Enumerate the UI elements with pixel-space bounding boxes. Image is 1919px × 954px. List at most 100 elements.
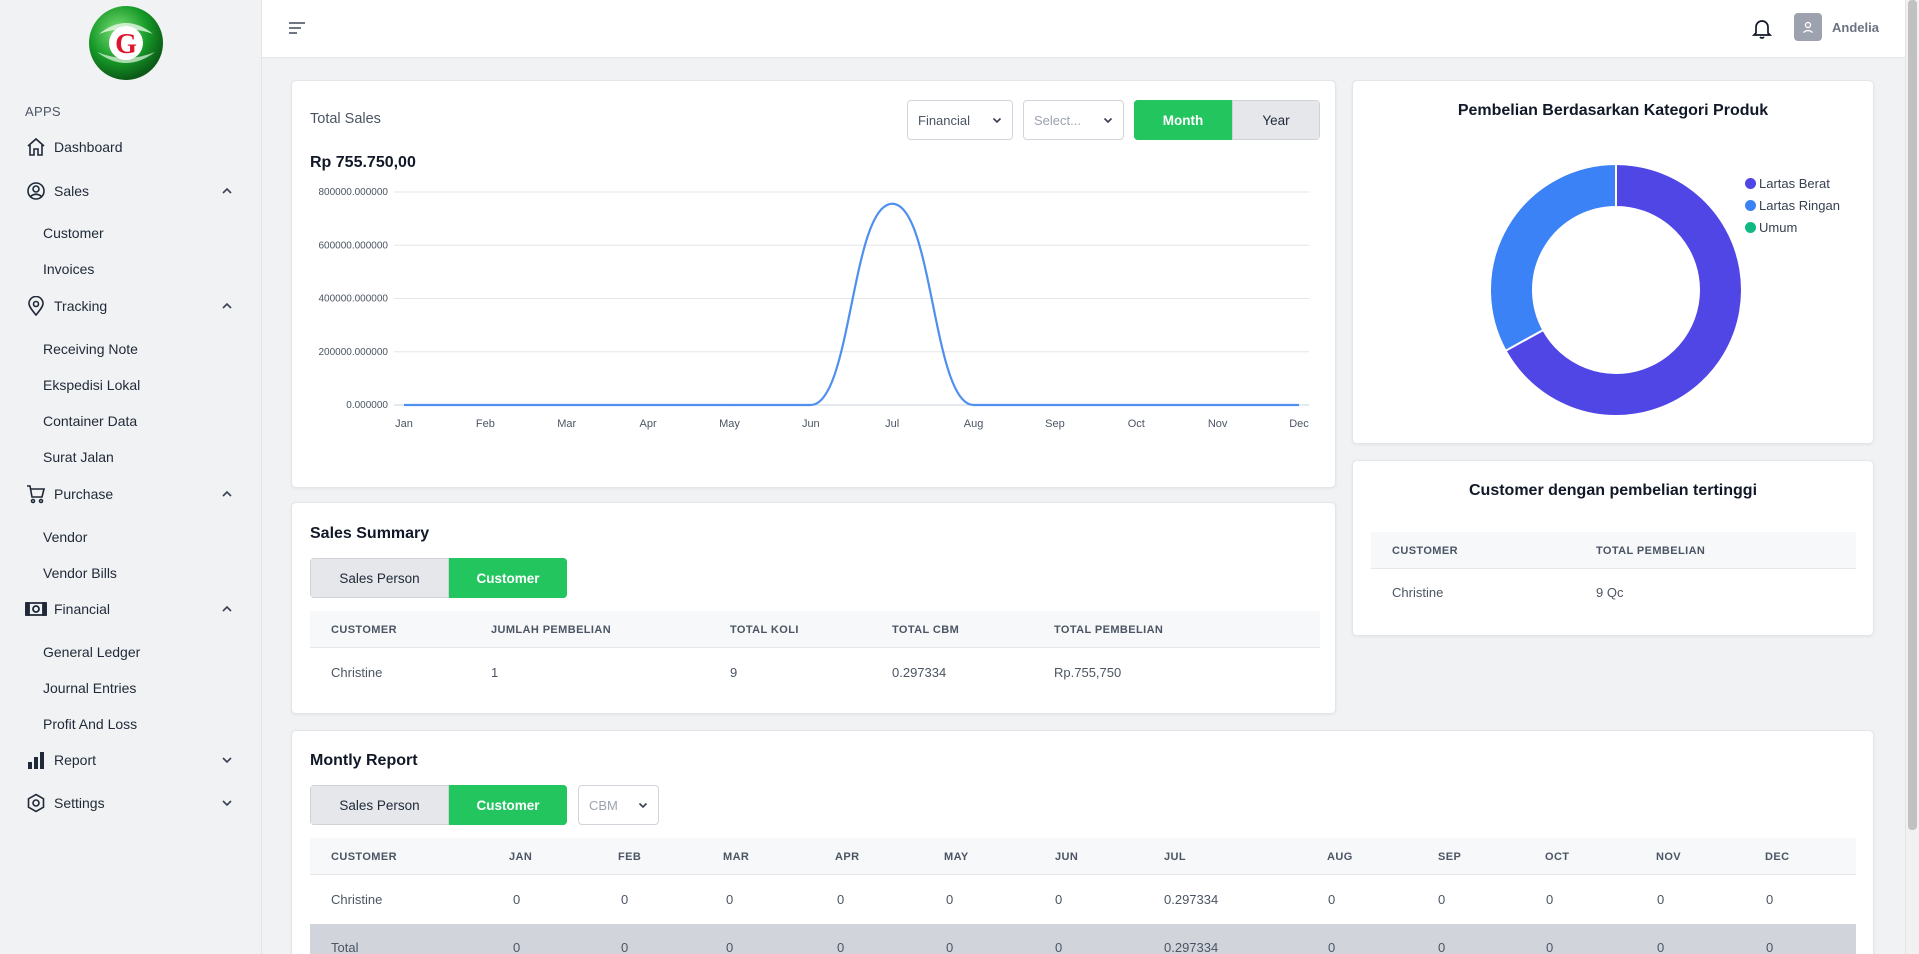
sidebar-item-financial[interactable]: Financial [0,591,262,627]
column-header: OCT [1545,851,1570,863]
sidebar-subitem-vendor[interactable]: Vendor [43,529,88,545]
table-cell: 9 Qc [1596,585,1624,600]
column-header: TOTAL KOLI [730,624,799,636]
sidebar-item-tracking[interactable]: Tracking [0,288,262,324]
filter-select-placeholder: Select... [1034,112,1081,128]
pie-slice-lartas-berat[interactable] [1504,162,1743,417]
total-row: Total 0 0 0 0 0 0 0.297334 0 0 0 0 0 [310,924,1856,954]
legend-item-umum[interactable]: Umum [1745,220,1797,235]
sidebar: G APPS Dashboard Sales Customer Invoices… [0,0,262,954]
sidebar-item-label: Dashboard [54,139,123,155]
legend-item-lartas-ringan[interactable]: Lartas Ringan [1745,198,1840,213]
table-cell: Christine [331,892,383,907]
column-header: SEP [1438,851,1462,863]
table-cell: 0 [1328,940,1336,954]
sidebar-item-dashboard[interactable]: Dashboard [0,129,262,165]
avatar[interactable] [1794,13,1822,41]
svg-text:G: G [115,29,137,60]
table-cell: 0 [621,940,629,954]
legend-item-lartas-berat[interactable]: Lartas Berat [1745,176,1830,191]
table-cell: 0 [726,940,734,954]
metric-select[interactable]: CBM [578,785,659,825]
column-header: CUSTOMER [331,624,397,636]
top-customer-title: Customer dengan pembelian tertinggi [1468,482,1758,499]
total-sales-amount: Rp 755.750,00 [310,154,416,171]
column-header: AUG [1327,851,1353,863]
bar-chart-icon [25,749,47,771]
table-cell: 0 [946,892,954,907]
user-name[interactable]: Andelia [1832,20,1879,35]
chevron-up-icon [222,605,232,612]
sidebar-subitem-general-ledger[interactable]: General Ledger [43,644,141,660]
table-cell: 0 [1766,940,1774,954]
column-header: NOV [1656,851,1682,863]
sidebar-subitem-journal-entries[interactable]: Journal Entries [43,680,137,696]
tab-customer[interactable]: Customer [449,558,567,598]
sidebar-subitem-profit-and-loss[interactable]: Profit And Loss [43,716,138,732]
table-row: Christine 0 0 0 0 0 0 0.297334 0 0 0 0 0 [310,876,1856,924]
total-sales-card: Total Sales Rp 755.750,00 Financial Sele… [291,80,1336,488]
table-cell: Christine [1392,585,1444,600]
sidebar-subitem-vendor-bills[interactable]: Vendor Bills [43,565,117,581]
table-cell: 0 [837,892,845,907]
sidebar-item-purchase[interactable]: Purchase [0,476,262,512]
sidebar-subitem-surat-jalan[interactable]: Surat Jalan [43,449,114,465]
financial-select-value: Financial [918,112,971,128]
table-cell: 0 [621,892,629,907]
table-cell: 0 [1546,892,1554,907]
top-customer-table-header: CUSTOMER TOTAL PEMBELIAN [1371,532,1856,569]
column-header: TOTAL CBM [892,624,960,636]
sidebar-item-report[interactable]: Report [0,742,262,778]
y-tick-label: 200000.000000 [318,347,388,358]
sidebar-subitem-customer[interactable]: Customer [43,225,104,241]
column-header: MAR [723,851,750,863]
column-header: JUL [1164,851,1186,863]
monthly-report-table-header: CUSTOMER JAN FEB MAR APR MAY JUN JUL AUG… [310,838,1856,875]
y-tick-label: 600000.000000 [318,240,388,251]
sidebar-item-label: Settings [54,795,105,811]
sidebar-item-sales[interactable]: Sales [0,173,262,209]
money-icon [25,598,47,620]
financial-select[interactable]: Financial [907,100,1013,140]
year-button[interactable]: Year [1232,100,1320,140]
x-tick-label: Jan [395,418,413,430]
bell-icon[interactable] [1752,18,1772,40]
cart-icon [25,483,47,505]
y-tick-label: 0.000000 [346,400,388,411]
x-tick-label: Jul [885,418,899,430]
legend-label: Lartas Berat [1759,176,1830,191]
column-header: FEB [618,851,642,863]
table-cell: 0 [1766,892,1774,907]
sidebar-subitem-invoices[interactable]: Invoices [43,261,95,277]
tab-sales-person[interactable]: Sales Person [310,558,449,598]
column-header: DEC [1765,851,1790,863]
total-sales-title: Total Sales [310,111,381,127]
table-cell: Rp.755,750 [1054,665,1122,680]
chevron-down-icon [222,800,232,807]
map-pin-icon [25,295,47,317]
pie-slice-lartas-ringan[interactable] [1489,162,1617,353]
column-header: MAY [944,851,969,863]
menu-toggle-icon[interactable] [288,20,306,36]
sidebar-item-label: Tracking [54,298,108,314]
legend-swatch [1745,222,1756,233]
month-button[interactable]: Month [1134,100,1232,140]
tab-sales-person[interactable]: Sales Person [310,785,449,825]
sidebar-subitem-container-data[interactable]: Container Data [43,413,138,429]
sales-summary-title: Sales Summary [310,525,430,542]
legend-label: Umum [1759,220,1798,235]
tab-customer[interactable]: Customer [449,785,567,825]
table-cell: 0 [513,940,521,954]
scrollbar-thumb[interactable] [1908,0,1917,830]
legend-label: Lartas Ringan [1759,198,1840,213]
table-cell: 0 [1328,892,1336,907]
sidebar-item-settings[interactable]: Settings [0,785,262,821]
table-cell: 0 [1657,892,1665,907]
sidebar-subitem-ekspedisi-lokal[interactable]: Ekspedisi Lokal [43,377,141,393]
page-scrollbar[interactable] [1905,0,1919,954]
table-cell: 0 [837,940,845,954]
sidebar-subitem-receiving-note[interactable]: Receiving Note [43,341,138,357]
filter-select[interactable]: Select... [1023,100,1124,140]
column-header: JUMLAH PEMBELIAN [491,624,612,636]
category-donut-chart [1489,162,1743,417]
